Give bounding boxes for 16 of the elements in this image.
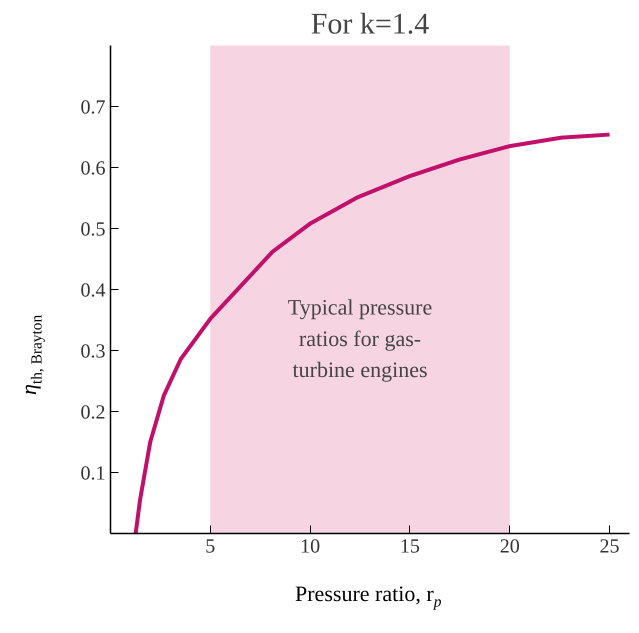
x-tick-label: 15: [400, 536, 420, 558]
x-tick-label: 20: [500, 536, 520, 558]
y-tick-label: 0.1: [80, 462, 106, 484]
chart-title: For k=1.4: [310, 8, 430, 40]
band-label: Typical pressure ratios for gas- turbine engines: [288, 294, 432, 382]
y-tick-label: 0.7: [80, 96, 106, 118]
y-tick-label: 0.3: [80, 340, 106, 362]
y-tick-label: 0.6: [80, 158, 106, 180]
x-tick-label: 5: [205, 536, 216, 558]
x-axis-title: Pressure ratio, r$_{p}$: [295, 581, 442, 610]
y-tick-label: 0.5: [80, 218, 106, 240]
x-tick-label: 10: [300, 536, 320, 558]
x-tick-label: 25: [600, 536, 620, 558]
y-tick-label: 0.4: [80, 280, 106, 302]
line-series: [134, 132, 612, 534]
y-tick-label: 0.2: [80, 402, 106, 424]
